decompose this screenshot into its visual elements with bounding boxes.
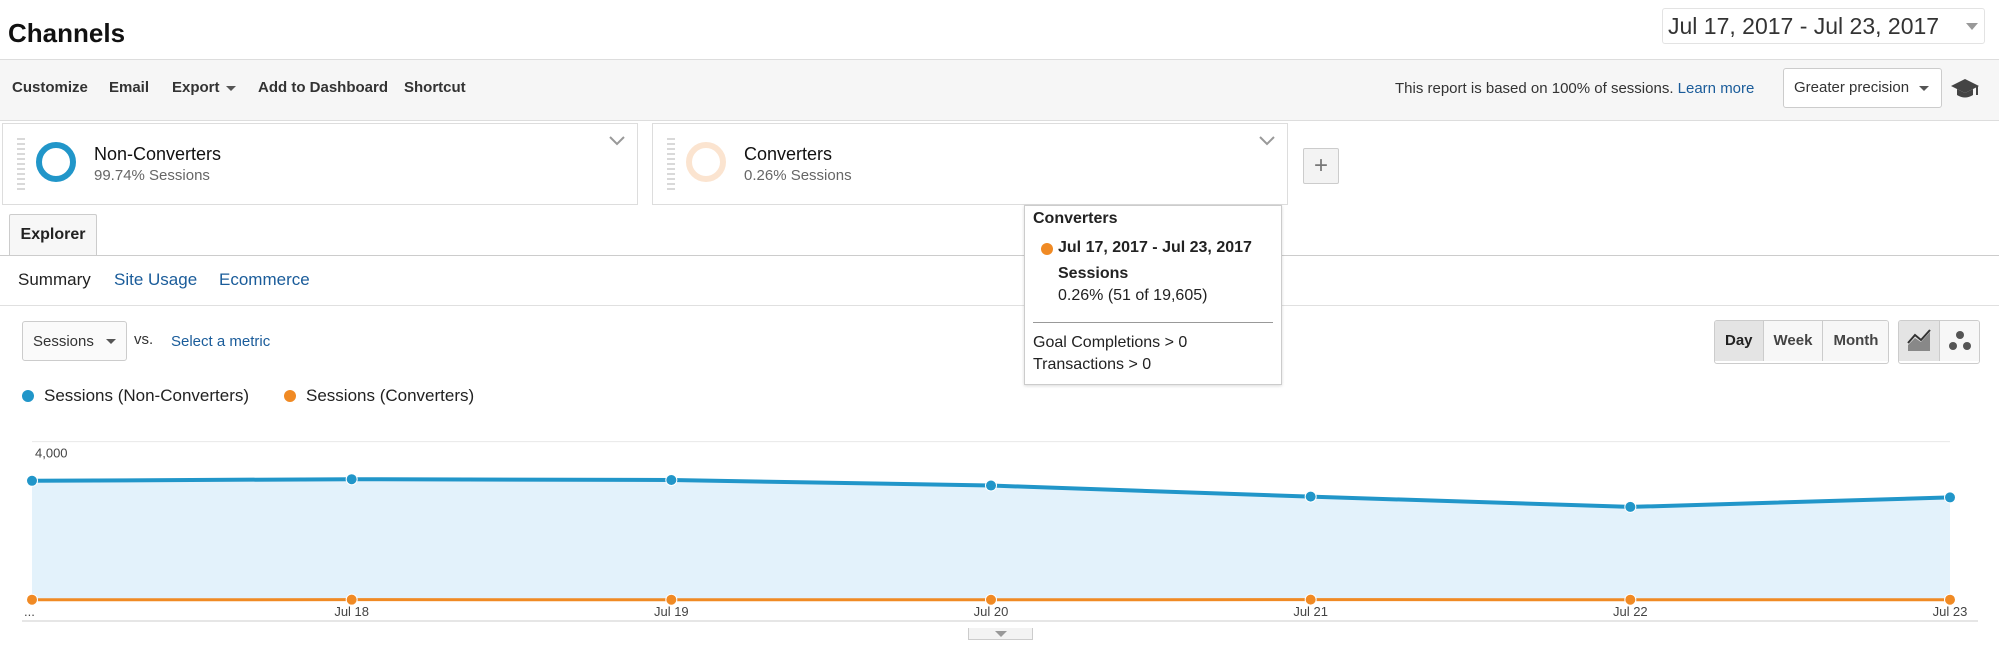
data-point	[26, 593, 38, 606]
graduation-cap-icon[interactable]	[1949, 77, 1981, 101]
granularity-week-button[interactable]: Week	[1762, 321, 1823, 361]
tooltip-metric: Sessions	[1058, 265, 1129, 282]
x-tick-label: Jul 21	[1293, 604, 1328, 619]
x-tick-label: Jul 20	[974, 604, 1009, 619]
chart-type-toggle	[1898, 320, 1980, 364]
subtab-divider	[0, 305, 1999, 306]
tooltip-divider	[1033, 322, 1273, 323]
segment-share: 99.74% Sessions	[94, 167, 210, 184]
data-point	[665, 473, 678, 486]
sampling-notice: This report is based on 100% of sessions…	[1395, 80, 1754, 97]
x-tick-label: Jul 18	[334, 604, 369, 619]
export-label: Export	[172, 79, 220, 96]
email-button[interactable]: Email	[109, 79, 150, 96]
drag-handle[interactable]	[667, 138, 675, 190]
chevron-down-icon	[225, 85, 236, 91]
segment-tooltip: Converters Jul 17, 2017 - Jul 23, 2017 S…	[1024, 205, 1282, 385]
data-point	[345, 593, 358, 606]
granularity-day-button[interactable]: Day	[1715, 321, 1763, 361]
area-non-converters	[32, 479, 1950, 600]
segment-name: Non-Converters	[94, 144, 222, 164]
data-point	[1304, 490, 1317, 503]
granularity-month-button[interactable]: Month	[1822, 321, 1889, 361]
shortcut-button[interactable]: Shortcut	[404, 79, 466, 96]
sampling-text: This report is based on 100% of sessions…	[1395, 80, 1674, 97]
data-point	[345, 473, 358, 486]
chevron-down-icon	[1919, 86, 1929, 91]
chevron-down-icon	[995, 631, 1007, 637]
granularity-toggle: Day Week Month	[1714, 320, 1890, 364]
legend-label: Sessions (Non-Converters)	[44, 386, 250, 405]
data-point	[1624, 593, 1637, 606]
line-chart-button[interactable]	[1899, 321, 1939, 361]
subtab-summary[interactable]: Summary	[18, 270, 91, 289]
segment-share: 0.26% Sessions	[744, 167, 852, 184]
learn-more-link[interactable]: Learn more	[1677, 80, 1755, 97]
plus-icon: +	[1313, 152, 1328, 179]
select-metric-link[interactable]: Select a metric	[171, 333, 271, 350]
drag-handle[interactable]	[17, 138, 25, 190]
report-toolbar: Customize Email Export Add to Dashboard …	[0, 59, 1999, 121]
subtab-site-usage[interactable]: Site Usage	[114, 270, 198, 289]
date-range-label: Jul 17, 2017 - Jul 23, 2017	[1668, 13, 1940, 39]
tooltip-value: 0.26% (51 of 19,605)	[1058, 287, 1208, 304]
chevron-down-icon	[1966, 23, 1978, 30]
donut-ring	[36, 142, 76, 182]
add-segment-button[interactable]: +	[1303, 148, 1339, 184]
data-point	[665, 593, 678, 606]
tooltip-definition: Transactions > 0	[1033, 356, 1152, 373]
chevron-down-icon[interactable]	[1259, 136, 1275, 146]
customize-button[interactable]: Customize	[12, 79, 88, 96]
bubble-chart-icon	[1949, 331, 1971, 350]
legend-swatch	[284, 390, 296, 402]
chart-resize-handle[interactable]	[968, 628, 1033, 640]
data-point	[1624, 500, 1637, 513]
export-button[interactable]: Export	[172, 79, 236, 96]
data-point	[1944, 491, 1956, 504]
precision-label: Greater precision	[1794, 79, 1910, 96]
donut-icon	[36, 142, 76, 182]
legend-label: Sessions (Converters)	[306, 386, 475, 405]
y-tick-label: 4,000	[35, 446, 68, 461]
tooltip-date-range: Jul 17, 2017 - Jul 23, 2017	[1058, 239, 1252, 256]
data-point	[26, 474, 38, 487]
subtab-ecommerce[interactable]: Ecommerce	[219, 270, 310, 289]
page-title: Channels	[8, 18, 126, 48]
tab-divider	[0, 255, 1999, 256]
motion-chart-button[interactable]	[1939, 321, 1979, 361]
data-point	[985, 593, 997, 606]
tab-explorer[interactable]: Explorer	[9, 214, 97, 256]
tooltip-title: Converters	[1033, 210, 1118, 227]
tooltip-swatch	[1041, 243, 1053, 255]
legend-item-converters[interactable]: Sessions (Converters)	[284, 386, 474, 406]
precision-select[interactable]: Greater precision	[1783, 68, 1942, 108]
x-tick-label: Jul 19	[654, 604, 689, 619]
segment-card-non-converters[interactable]: Non-Converters 99.74% Sessions	[2, 123, 638, 205]
date-range-picker[interactable]: Jul 17, 2017 - Jul 23, 2017	[1662, 8, 1985, 44]
vs-label: vs.	[134, 331, 154, 348]
x-tick-label: Jul 23	[1933, 604, 1968, 619]
legend-swatch	[22, 390, 34, 402]
donut-ring	[686, 142, 726, 182]
chevron-down-icon[interactable]	[609, 136, 625, 146]
legend-item-non-converters[interactable]: Sessions (Non-Converters)	[22, 386, 249, 406]
data-point	[1944, 593, 1956, 606]
segment-name: Converters	[744, 144, 833, 164]
data-point	[985, 479, 997, 492]
line-chart-icon	[1907, 329, 1931, 351]
tooltip-definition: Goal Completions > 0	[1033, 334, 1188, 351]
data-point	[1304, 593, 1317, 606]
metric-select[interactable]: Sessions	[22, 321, 127, 361]
x-tick-label: Jul 22	[1613, 604, 1648, 619]
metric-select-label: Sessions	[33, 333, 94, 350]
x-tick-label: ...	[24, 604, 35, 619]
add-to-dashboard-button[interactable]: Add to Dashboard	[258, 79, 388, 96]
chevron-down-icon	[106, 339, 116, 344]
segment-card-converters[interactable]: Converters 0.26% Sessions	[652, 123, 1288, 205]
donut-icon	[686, 142, 726, 182]
